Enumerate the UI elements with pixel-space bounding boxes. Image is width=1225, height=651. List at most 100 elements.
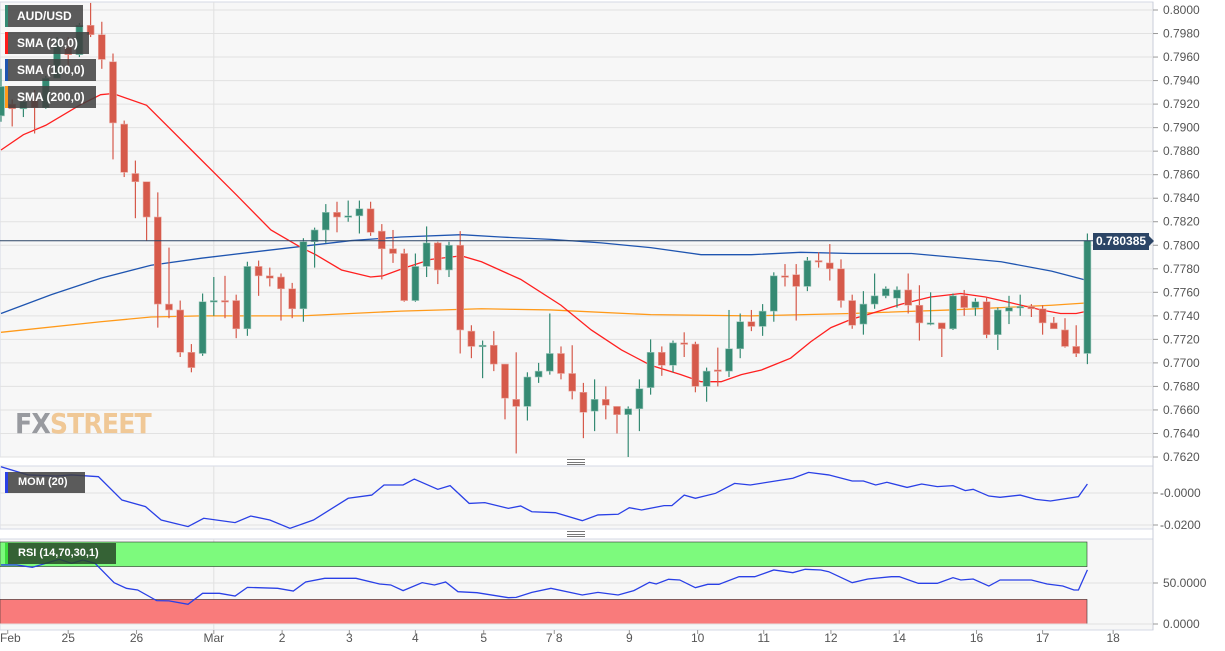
candle: [433, 241, 442, 285]
candle-body: [165, 303, 173, 311]
price-tick-label: 0.7620: [1163, 450, 1200, 464]
candle: [937, 322, 946, 358]
panel-resize-handle[interactable]: [567, 459, 585, 465]
time-tick-label: 14: [893, 631, 907, 645]
candle-body: [568, 373, 577, 392]
candles: [0, 2, 1092, 457]
candle: [691, 341, 700, 393]
candle: [971, 298, 980, 316]
legend-rsi[interactable]: RSI (14,70,30,1): [5, 543, 116, 564]
time-tick-label: 25: [62, 631, 76, 645]
time-tick-label: 18: [1106, 631, 1120, 645]
price-tick-label: 0.7700: [1163, 356, 1200, 370]
momentum-tick-label: -0.0000: [1160, 486, 1201, 500]
time-tick-label: 12: [824, 631, 838, 645]
candle: [601, 386, 610, 420]
legend-momentum[interactable]: MOM (20): [5, 472, 85, 493]
time-tick-label: 4: [412, 631, 419, 645]
candle: [669, 340, 677, 373]
candle: [769, 272, 778, 322]
time-tick-label: Mar: [203, 631, 224, 645]
candle: [154, 192, 162, 328]
candle: [904, 273, 913, 314]
candle: [377, 224, 386, 280]
candle: [131, 160, 140, 219]
candle-body: [870, 295, 879, 305]
candle-body: [210, 300, 218, 303]
candle: [624, 406, 633, 457]
candle: [400, 248, 409, 302]
candle-body: [288, 288, 297, 310]
candle-body: [1061, 329, 1069, 347]
rsi-series: 50.0000 0.0000: [0, 541, 1207, 631]
fxstreet-watermark-logo: FXSTREET: [15, 407, 152, 440]
candle: [165, 247, 173, 319]
candle: [277, 273, 285, 321]
price-tick-label: 0.7760: [1163, 285, 1200, 299]
candle: [86, 2, 95, 38]
candle-body: [837, 268, 845, 301]
candle: [232, 294, 240, 339]
time-tick-label: 16: [970, 631, 984, 645]
price-tick-label: 0.7740: [1163, 309, 1200, 323]
candle: [1050, 317, 1058, 330]
legend-sma20[interactable]: SMA (20,0): [5, 32, 89, 54]
candle: [881, 286, 890, 299]
time-tick-label: 11: [757, 631, 770, 645]
legend-rsi-label: RSI (14,70,30,1): [18, 547, 99, 559]
candle-body: [803, 260, 812, 287]
candle-body: [792, 274, 801, 287]
candle-body: [669, 342, 677, 366]
candle: [1072, 325, 1080, 358]
candle-body: [422, 242, 431, 267]
candle: [825, 244, 834, 281]
candle: [422, 226, 431, 278]
candle-body: [758, 310, 767, 327]
price-tick-label: 0.7640: [1163, 426, 1200, 440]
legend-color-swatch: [5, 59, 8, 81]
price-tick-label: 0.7860: [1163, 168, 1200, 182]
legend-sma20-label: SMA (20,0): [17, 36, 78, 50]
candle-body: [400, 253, 409, 301]
candle: [657, 346, 666, 376]
time-tick-label: 26: [130, 631, 144, 645]
price-tick-label: 0.7680: [1163, 379, 1200, 393]
candle: [489, 331, 498, 372]
panel-resize-handle[interactable]: [567, 531, 585, 537]
candle-body: [993, 309, 1002, 335]
candle: [635, 379, 644, 432]
candle-body: [154, 216, 162, 305]
price-tick-label: 0.8000: [1163, 3, 1200, 17]
candle: [0, 68, 5, 122]
candle-body: [949, 295, 957, 330]
candle: [288, 282, 297, 319]
candle: [187, 344, 196, 373]
candle: [837, 259, 845, 308]
candle-body: [769, 275, 778, 312]
legend-momentum-label: MOM (20): [18, 476, 68, 488]
candle: [949, 293, 957, 330]
time-tick-label: 7 8: [546, 631, 563, 645]
candle: [265, 267, 274, 287]
candle: [702, 367, 711, 402]
price-tick-label: 0.7920: [1163, 97, 1200, 111]
candle-body: [557, 353, 565, 374]
candle-body: [893, 289, 901, 299]
candle: [1038, 305, 1047, 335]
candle: [646, 339, 655, 395]
main-price-panel[interactable]: [0, 1, 1154, 458]
candle: [456, 231, 465, 354]
candle-body: [590, 399, 599, 412]
candle-body: [131, 173, 140, 183]
candle: [467, 325, 476, 359]
candle: [1005, 295, 1013, 325]
legend-sma200[interactable]: SMA (200,0): [5, 86, 96, 108]
candle-body: [579, 391, 588, 413]
rsi-overbought-zone: [0, 541, 1088, 567]
candle: [926, 292, 935, 326]
price-tick-label: 0.7980: [1163, 27, 1200, 41]
legend-symbol[interactable]: AUD/USD: [5, 5, 83, 27]
legend-sma100[interactable]: SMA (100,0): [5, 59, 96, 81]
candle-body: [926, 322, 935, 325]
